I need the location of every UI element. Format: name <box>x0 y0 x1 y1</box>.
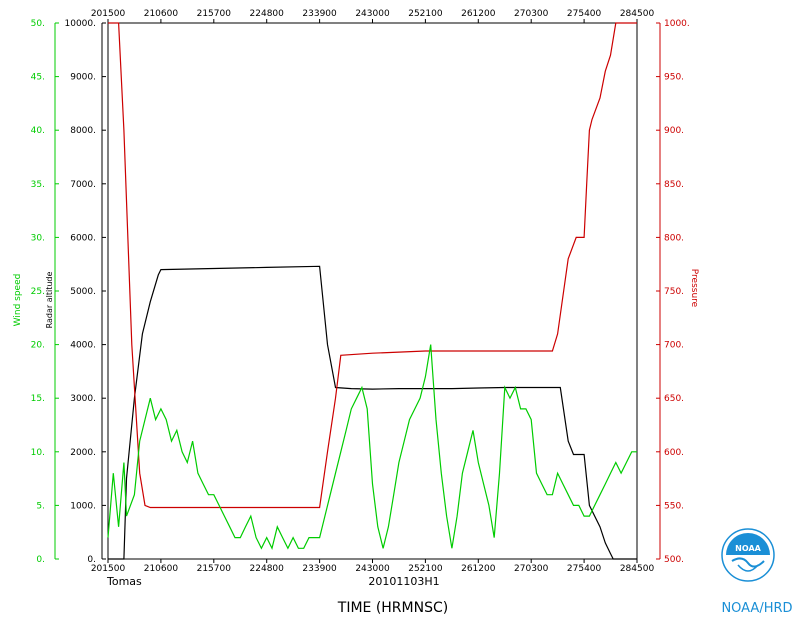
axis-tick-label: 4000. <box>70 341 96 351</box>
top-tick-label: 252100 <box>408 9 443 19</box>
axis-tick-label: 50. <box>31 19 45 29</box>
svg-text:NOAA: NOAA <box>735 544 761 553</box>
axis-tick-label: 20. <box>31 341 45 351</box>
axis-tick-label: 9000. <box>70 73 96 83</box>
top-tick-label: 284500 <box>620 9 655 19</box>
bottom-tick-label: 243000 <box>355 564 390 574</box>
axis-tick-label: 1000. <box>664 19 690 29</box>
axis-tick-label: 1000. <box>70 501 96 511</box>
top-tick-label: 224800 <box>250 9 285 19</box>
top-tick-label: 275400 <box>567 9 602 19</box>
axis-tick-label: 5. <box>36 501 45 511</box>
top-tick-label: 243000 <box>355 9 390 19</box>
bottom-tick-label: 210600 <box>144 564 179 574</box>
noaa-hrd-credit: NOAA/HRD <box>721 601 792 616</box>
axis-tick-label: 6000. <box>70 233 96 243</box>
top-tick-label: 210600 <box>144 9 179 19</box>
altitude-axis: 0. 1000. 2000. 3000. 4000. 5000. 6000. 7000. 800… <box>65 19 106 565</box>
axis-tick-label: 700. <box>664 341 684 351</box>
top-tick-label: 201500 <box>91 9 126 19</box>
axis-tick-label: 750. <box>664 287 684 297</box>
axis-tick-label: 800. <box>664 233 684 243</box>
bottom-tick-label: 215700 <box>197 564 232 574</box>
axis-tick-label: 5000. <box>70 287 96 297</box>
axis-tick-label: 10. <box>31 448 45 458</box>
axis-tick-label: 15. <box>31 394 45 404</box>
axis-tick-label: 25. <box>31 287 45 297</box>
axis-tick-label: 45. <box>31 73 45 83</box>
bottom-tick-label: 224800 <box>250 564 285 574</box>
axis-tick-label: 7000. <box>70 180 96 190</box>
axis-tick-label: 550. <box>664 501 684 511</box>
flight-id: 20101103H1 <box>368 575 439 588</box>
axis-tick-label: 0. <box>36 555 45 565</box>
series-wind-line <box>107 344 637 551</box>
x-axis-title: TIME (HRMNSC) <box>337 600 448 616</box>
top-time-axis: 201500 210600 215700 224800 233900 243000 2521… <box>91 9 655 23</box>
storm-name: Tomas <box>106 575 142 588</box>
bottom-tick-label: 261200 <box>461 564 496 574</box>
bottom-tick-label: 252100 <box>408 564 443 574</box>
top-tick-label: 215700 <box>197 9 232 19</box>
top-tick-label: 233900 <box>302 9 337 19</box>
bottom-time-axis: 201500 210600 215700 224800 233900 243000 2521… <box>91 559 655 574</box>
wind-speed-axis: 0. 5. 10. 15. 20. 25. 30. 35. 40. 45. 50. <box>31 19 59 565</box>
axis-tick-label: 650. <box>664 394 684 404</box>
top-tick-label: 270300 <box>514 9 549 19</box>
noaa-logo: NOAA <box>721 528 775 582</box>
pressure-axis: 500. 550. 600. 650. 700. 750. 800. 850. 900. 950.… <box>656 19 690 565</box>
wind-axis-title: Wind speed <box>13 274 23 327</box>
axis-tick-label: 600. <box>664 448 684 458</box>
axis-tick-label: 40. <box>31 126 45 136</box>
axis-tick-label: 500. <box>664 555 684 565</box>
series-altitude-line <box>108 265 637 560</box>
axis-tick-label: 850. <box>664 180 684 190</box>
axis-tick-label: 3000. <box>70 394 96 404</box>
axis-tick-label: 2000. <box>70 448 96 458</box>
bottom-tick-label: 233900 <box>302 564 337 574</box>
series-layer <box>107 22 637 560</box>
axis-tick-label: 8000. <box>70 126 96 136</box>
axis-tick-label: 900. <box>664 126 684 136</box>
axis-tick-label: 950. <box>664 73 684 83</box>
top-tick-label: 261200 <box>461 9 496 19</box>
bottom-tick-label: 270300 <box>514 564 549 574</box>
bottom-tick-label: 201500 <box>91 564 126 574</box>
series-pressure-line <box>108 22 637 509</box>
pressure-axis-title: Pressure <box>689 269 699 308</box>
altitude-axis-title: Radar altitude <box>45 272 54 329</box>
axis-tick-label: 0. <box>87 555 96 565</box>
axis-tick-label: 10000. <box>65 19 97 29</box>
bottom-tick-label: 275400 <box>567 564 602 574</box>
bottom-tick-label: 284500 <box>620 564 655 574</box>
axis-tick-label: 35. <box>31 180 45 190</box>
axis-tick-label: 30. <box>31 233 45 243</box>
